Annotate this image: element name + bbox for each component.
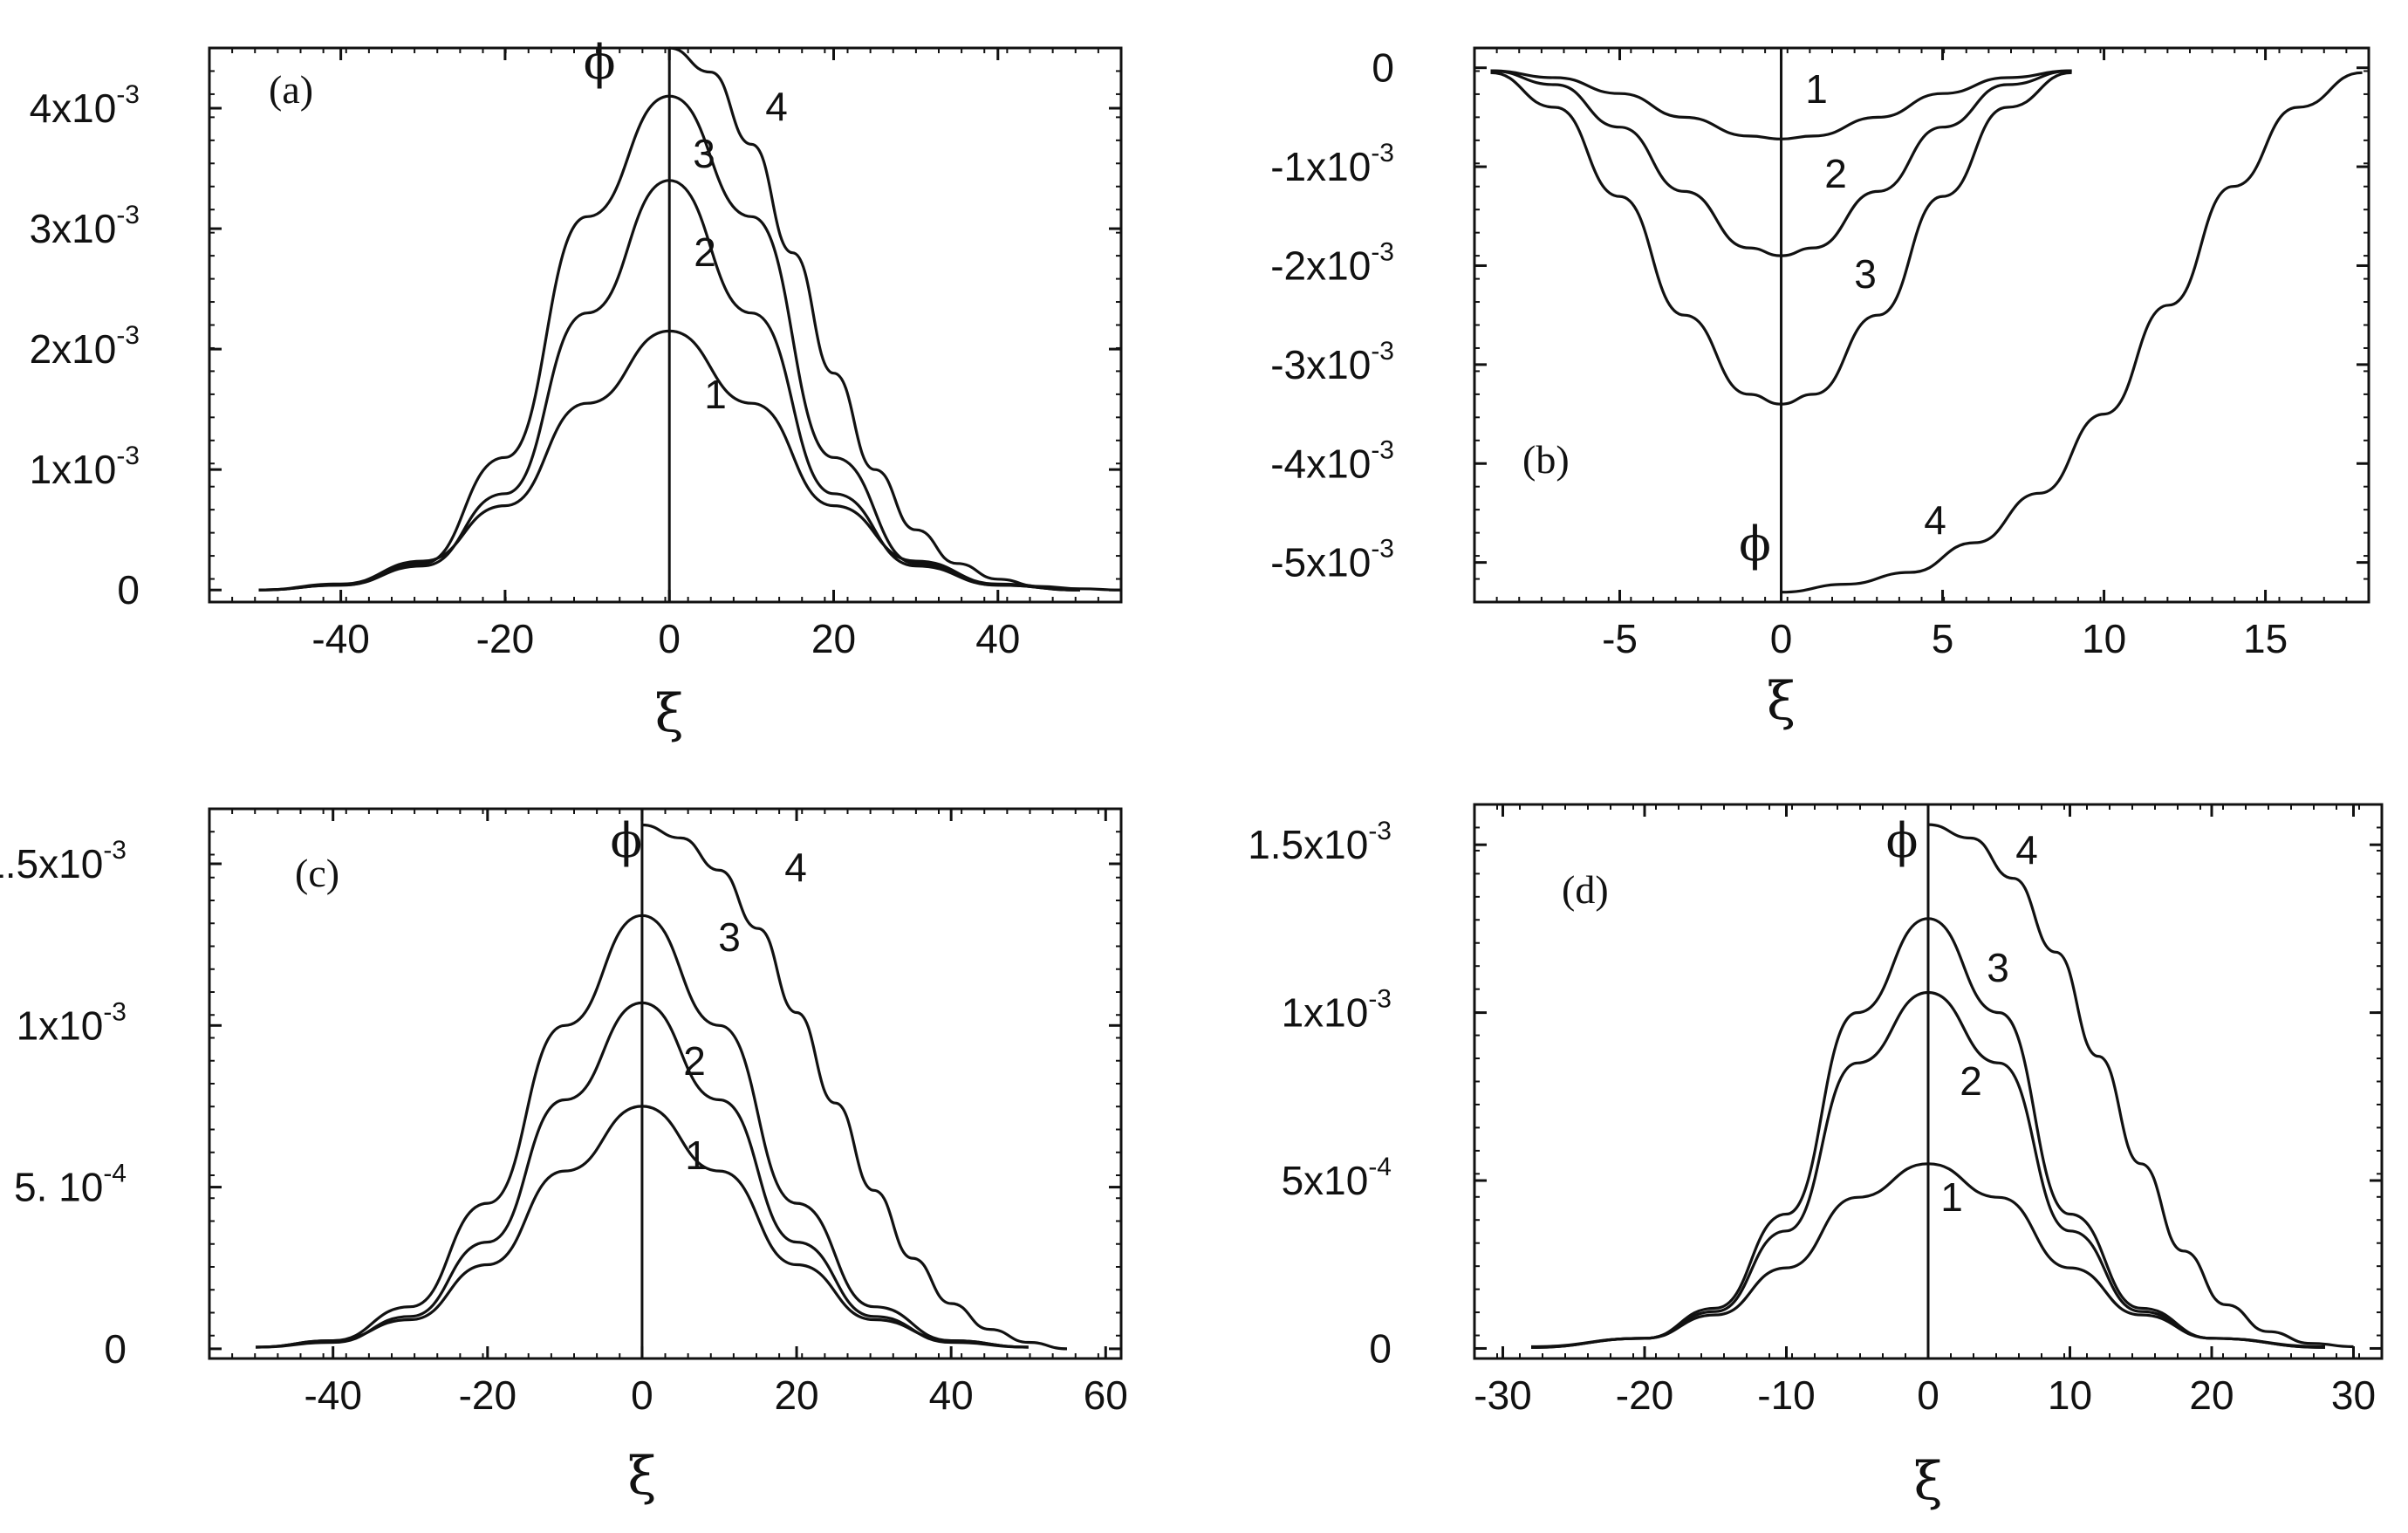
x-tick-label: 0 xyxy=(631,1372,653,1418)
x-axis-title: ξ xyxy=(1913,1451,1942,1512)
series-1-line xyxy=(258,329,1080,592)
minor-ticks xyxy=(209,809,1121,1358)
series-4-line xyxy=(641,823,1068,1351)
curve-label-4: 4 xyxy=(2015,827,2038,873)
x-tick-label: 30 xyxy=(2331,1372,2376,1418)
panel-label: (c) xyxy=(295,851,339,895)
y-tick-label: 1x10-3 xyxy=(30,441,140,492)
y-tick-label: 1x10-3 xyxy=(1282,985,1392,1036)
x-tick-label: 40 xyxy=(929,1372,974,1418)
curve-label-1: 1 xyxy=(685,1133,708,1178)
series-2-line xyxy=(1490,69,2072,257)
series-3-line xyxy=(1490,71,2072,406)
panel-b: -5 0 5 10 15 0 -1x10-3 -2x10-3 -3x10-3 -4x10-3 -5x… xyxy=(1270,45,2370,732)
y-tick-label: 2x10-3 xyxy=(30,321,140,372)
y-tick-label: 5. 10-4 xyxy=(14,1160,127,1210)
curve-label-4: 4 xyxy=(1924,497,1946,543)
series-4-line xyxy=(669,46,1122,592)
x-tick-label: -40 xyxy=(304,1372,361,1418)
x-tick-label: 60 xyxy=(1084,1372,1128,1418)
curve-label-1: 1 xyxy=(1805,66,1828,112)
x-tick-label: 40 xyxy=(975,616,1020,661)
x-tick-label: -20 xyxy=(459,1372,516,1418)
x-tick-label: 0 xyxy=(658,616,681,661)
y-tick-label: -1x10-3 xyxy=(1270,139,1394,189)
series-3-line xyxy=(1530,917,2326,1349)
panel-label: (b) xyxy=(1522,437,1570,482)
x-tick-label: 0 xyxy=(1917,1372,1939,1418)
minor-ticks xyxy=(1474,48,2369,602)
y-tick-label: 0 xyxy=(1372,45,1394,91)
y-tick-label: -4x10-3 xyxy=(1270,435,1394,486)
series-2-line xyxy=(258,179,1080,592)
panel-label: (a) xyxy=(269,67,313,112)
plot-frame xyxy=(208,46,1123,604)
curve-label-4: 4 xyxy=(765,84,788,129)
series-1-line xyxy=(1490,69,2072,140)
y-tick-label: -3x10-3 xyxy=(1270,337,1394,387)
series-2-line xyxy=(1530,990,2326,1349)
curve-label-2: 2 xyxy=(694,229,716,275)
curve-label-3: 3 xyxy=(1854,251,1877,297)
panel-c: -40 -20 0 20 40 60 0 5. 10-4 1x10-3 1.5x10-3 1 2 34 (… xyxy=(0,807,1128,1507)
curve-label-3: 3 xyxy=(1987,945,2009,990)
y-tick-label: -5x10-3 xyxy=(1270,535,1394,585)
curve-label-1: 1 xyxy=(1940,1174,1963,1220)
x-tick-label: -40 xyxy=(311,616,369,661)
x-axis-title: ξ xyxy=(627,1446,656,1507)
curve-label-1: 1 xyxy=(704,372,727,417)
x-tick-label: 10 xyxy=(2082,616,2126,661)
x-axis-title: ξ xyxy=(655,683,684,744)
y-axis-title: ϕ xyxy=(611,813,643,868)
curve-label-2: 2 xyxy=(1960,1058,1982,1104)
x-tick-label: -5 xyxy=(1602,616,1638,661)
y-tick-label: 0 xyxy=(117,567,140,613)
y-tick-label: 1.5x10-3 xyxy=(0,836,127,886)
x-tick-label: -20 xyxy=(476,616,534,661)
x-tick-label: 5 xyxy=(1932,616,1954,661)
plot-frame xyxy=(1473,46,2370,604)
curve-label-3: 3 xyxy=(718,914,741,960)
x-axis-title: ξ xyxy=(1767,671,1796,732)
y-axis-title: ϕ xyxy=(584,35,616,90)
y-axis-title: ϕ xyxy=(1886,813,1919,868)
x-tick-label: -20 xyxy=(1616,1372,1673,1418)
x-tick-label: -10 xyxy=(1757,1372,1815,1418)
series-2-line xyxy=(256,1001,1029,1349)
series-4-line xyxy=(1781,71,2363,594)
y-tick-label: 0 xyxy=(1369,1325,1392,1371)
panel-label: (d) xyxy=(1562,867,1609,912)
y-tick-label: 3x10-3 xyxy=(30,201,140,251)
x-tick-label: 15 xyxy=(2243,616,2288,661)
plot-frame xyxy=(208,807,1123,1360)
y-tick-label: 0 xyxy=(104,1326,127,1372)
y-tick-label: 4x10-3 xyxy=(30,80,140,131)
x-tick-label: 0 xyxy=(1770,616,1793,661)
x-tick-label: 20 xyxy=(2189,1372,2234,1418)
curve-label-3: 3 xyxy=(693,131,715,176)
panel-a: -40 -20 0 20 40 0 1x10-3 2x10-3 3x10-3 4x10-3 1 2 3 4… xyxy=(30,35,1123,744)
series-3-line xyxy=(258,94,1080,592)
y-tick-label: 5x10-4 xyxy=(1282,1153,1392,1203)
x-tick-label: 20 xyxy=(811,616,856,661)
panel-d: -30 -20 -10 0 10 20 30 0 5x10-4 1x10-3 1.5x10-3 1 2 3… xyxy=(1248,803,2384,1512)
curve-label-2: 2 xyxy=(683,1038,706,1084)
y-tick-label: 1.5x10-3 xyxy=(1248,817,1392,867)
series-1-line xyxy=(1530,1162,2326,1349)
x-tick-label: -30 xyxy=(1474,1372,1531,1418)
x-tick-label: 10 xyxy=(2048,1372,2092,1418)
minor-ticks xyxy=(209,48,1121,602)
curve-label-2: 2 xyxy=(1824,151,1847,196)
curve-label-4: 4 xyxy=(784,845,807,890)
y-tick-label: -2x10-3 xyxy=(1270,237,1394,288)
series-3-line xyxy=(256,914,1029,1349)
x-tick-label: 20 xyxy=(774,1372,818,1418)
y-axis-title: ϕ xyxy=(1739,517,1771,571)
series-1-line xyxy=(256,1105,1029,1349)
y-tick-label: 1x10-3 xyxy=(17,997,127,1048)
series-4-line xyxy=(1927,823,2354,1349)
